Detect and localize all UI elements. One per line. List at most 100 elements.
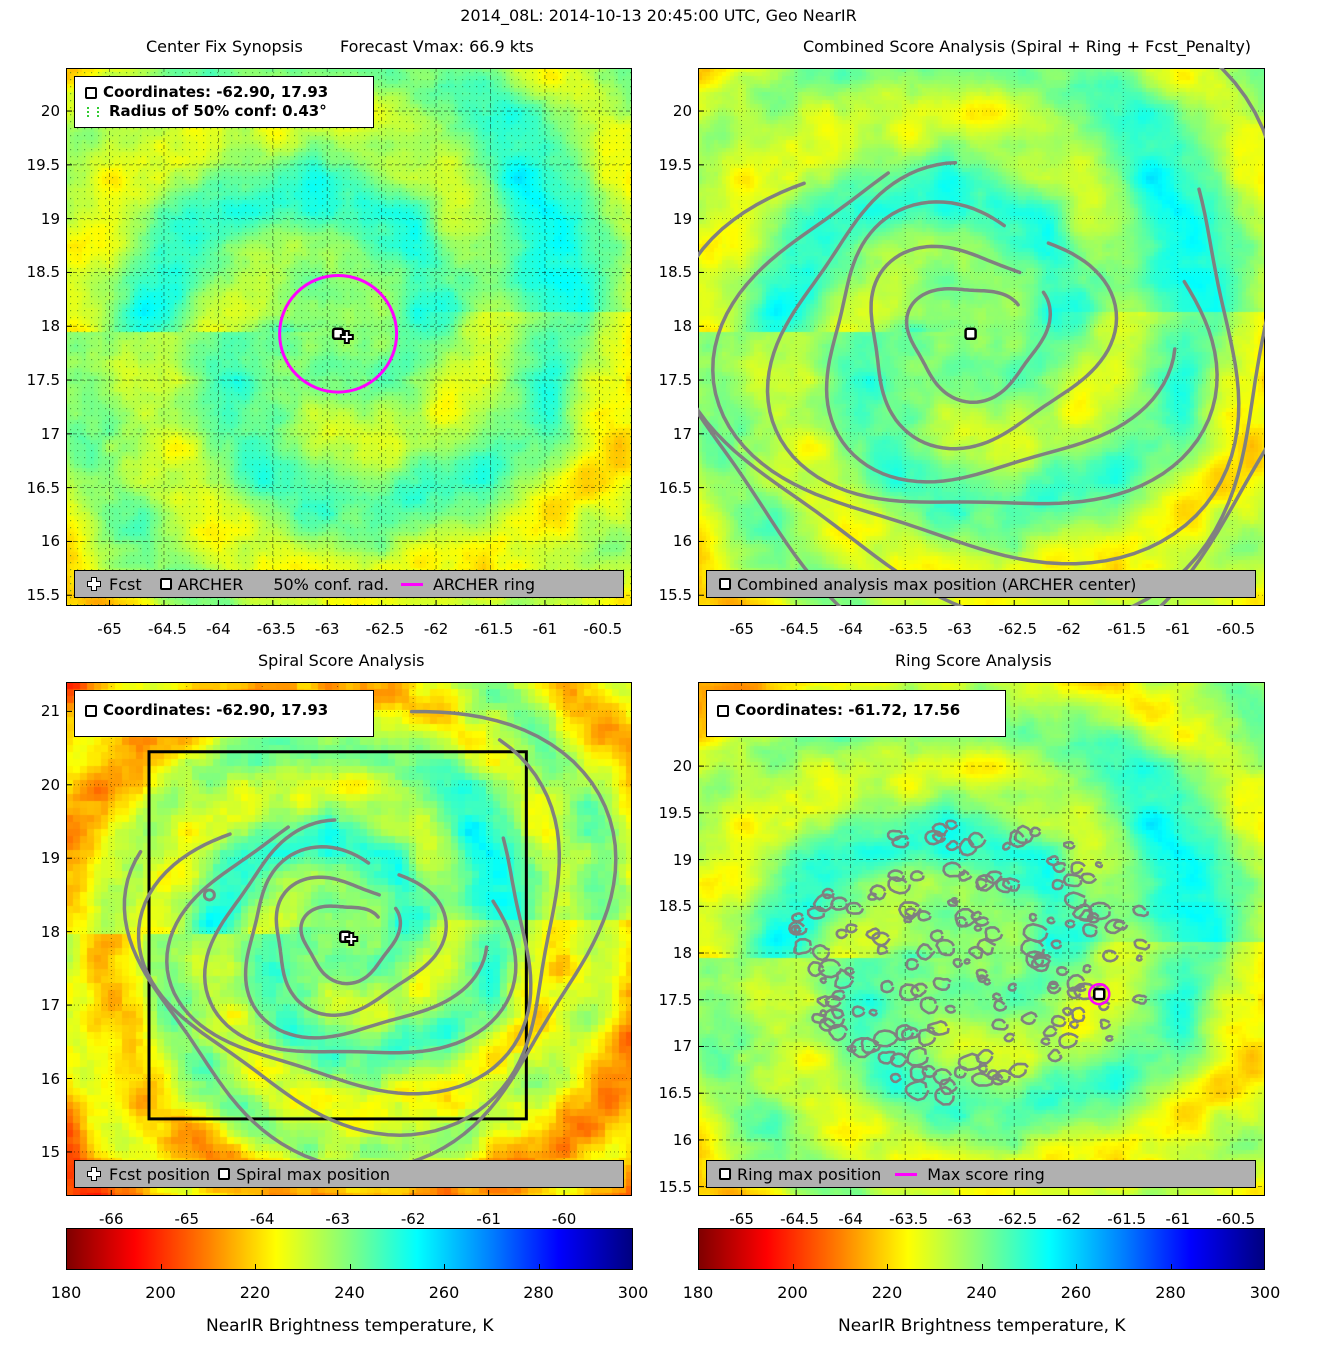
legend-fcst-position: Fcst position [109,1164,211,1184]
y-tick-label: 20 [672,757,692,776]
legend-archer: ARCHER [177,574,244,594]
colorbar-tick-mark [1170,1264,1172,1270]
y-tick-label: 19 [40,849,60,868]
y-tick-label: 16 [40,532,60,551]
synopsis-overlay [66,68,632,606]
x-tick-label: -61 [476,1210,501,1228]
ring-legend: Ring max position Max score ring [706,1160,1256,1188]
y-tick-label: 17 [40,996,60,1015]
colorbar-tick-label: 300 [617,1283,649,1302]
plot-frame [66,682,632,1196]
y-tick-label: 17.5 [26,371,60,390]
y-tick-label: 18 [672,317,692,336]
score-contour [202,888,216,902]
brightness-heatmap [698,682,1265,1196]
x-tick-label: -64.5 [780,620,819,638]
combined-plot: Combined analysis max position (ARCHER c… [698,68,1265,606]
x-tick-label: -62 [1056,620,1081,638]
colorbar-tick-mark [66,1264,67,1270]
x-tick-label: -60.5 [1216,620,1256,638]
colorbar-right-label: NearIR Brightness temperature, K [838,1316,1126,1336]
colorbar-tick-mark [160,1264,162,1270]
spiral-legend: Fcst position Spiral max position [74,1160,624,1188]
x-tick-label: -63 [947,620,972,638]
spiral-overlay [66,682,632,1196]
y-tick-label: 17.5 [658,990,692,1009]
plus-icon [339,330,354,344]
max-score-ring [1088,982,1111,1006]
colorbar-tick-label: 260 [1060,1283,1092,1302]
panel4-title: Ring Score Analysis [895,651,1052,670]
radius-text: Radius of 50% conf: 0.43° [109,102,327,120]
score-contour [165,825,533,1096]
y-tick-label: 18.5 [658,897,692,916]
legend-combined: Combined analysis max position (ARCHER c… [737,574,1137,594]
x-tick-label: -64.5 [780,1210,819,1228]
y-tick-label: 16 [672,1130,692,1149]
archer-square-icon [719,1168,731,1180]
x-tick-label: -61 [1165,620,1191,638]
ring-plot: Coordinates: -61.72, 17.56 Ring max posi… [698,682,1265,1196]
y-tick-label: 19 [40,209,60,228]
combined-legend: Combined analysis max position (ARCHER c… [706,570,1256,598]
x-tick-label: -65 [174,1210,199,1228]
legend-spiral-max: Spiral max position [236,1164,391,1184]
x-tick-label: -62 [423,620,449,638]
y-tick-label: 20 [40,775,60,794]
colorbar-tick-mark [698,1264,699,1270]
colorbar-tick-mark [444,1264,445,1270]
colorbar-tick-label: 240 [334,1283,365,1302]
x-tick-label: -64 [206,620,231,638]
colorbar-tick-label: 280 [523,1283,554,1302]
synopsis-info-box: Coordinates: -62.90, 17.93 Radius of 50%… [74,76,374,128]
colorbar-tick-label: 300 [1249,1283,1281,1302]
y-tick-label: 19.5 [26,155,60,174]
archer-square-icon [719,578,731,590]
x-tick-label: -63.5 [889,1210,928,1228]
search-box [147,750,528,1121]
x-tick-label: -62.5 [998,620,1038,638]
colorbar-tick-mark [1264,1264,1265,1270]
plot-frame [698,68,1265,606]
score-contour [765,160,1219,506]
colorbar-tick-mark [538,1264,540,1270]
archer-square-icon [85,86,97,99]
score-contour [202,818,518,1055]
colorbar-tick-label: 220 [871,1283,903,1302]
x-tick-label: -63.5 [256,620,296,638]
combined-overlay [698,68,1265,606]
panel1-subtitle: Forecast Vmax: 66.9 kts [340,37,534,56]
x-tick-label: -64.5 [147,620,187,638]
spiral-info-box: Coordinates: -62.90, 17.93 [74,690,374,737]
y-tick-label: 19.5 [658,155,692,174]
y-tick-label: 21 [40,702,60,721]
ring-overlay [698,682,1265,1196]
score-contour [243,845,489,1040]
x-tick-label: -63 [325,1210,350,1228]
score-contour [711,171,1241,566]
y-tick-label: 19 [672,850,692,869]
y-tick-label: 17 [40,424,60,443]
y-tick-label: 16.5 [26,478,60,497]
legend-archer-ring: ARCHER ring [432,574,536,594]
archer-square-icon [717,704,729,717]
colorbar-tick-mark [887,1264,888,1270]
colorbar-tick-mark [1076,1264,1077,1270]
y-tick-label: 16 [40,1069,60,1088]
plot-frame [66,68,632,606]
archer-square-icon [85,704,97,717]
panel2-title: Combined Score Analysis (Spiral + Ring +… [803,37,1252,56]
panel3-title: Spiral Score Analysis [258,651,425,670]
plot-frame [698,682,1265,1196]
figure-title: 2014_08L: 2014-10-13 20:45:00 UTC, Geo N… [460,6,857,25]
plus-icon [344,932,359,946]
x-tick-label: -61 [532,620,558,638]
colorbar-tick-mark [632,1264,633,1270]
score-contour [299,904,403,986]
colorbar-right [698,1228,1265,1270]
x-tick-label: -63.5 [889,620,928,638]
y-tick-label: 15.5 [658,586,692,605]
y-tick-label: 20 [40,102,60,121]
colorbar-tick-mark [255,1264,256,1270]
x-tick-label: -62 [400,1210,426,1228]
